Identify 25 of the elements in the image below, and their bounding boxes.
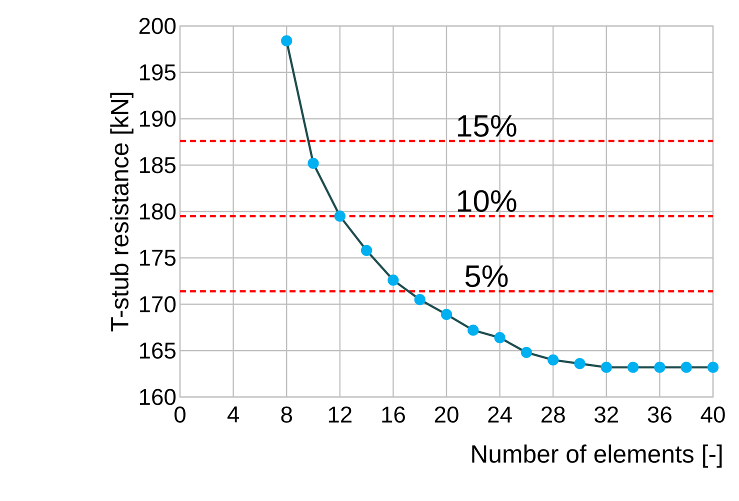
- x-tick-label: 4: [227, 406, 240, 422]
- y-tick-label: 200: [139, 18, 176, 34]
- y-axis-title: T-stub resistance [kN]: [110, 92, 134, 332]
- x-tick-label: 8: [281, 406, 292, 423]
- y-tick-label: 170: [140, 296, 176, 312]
- x-tick-label: 40: [700, 406, 725, 423]
- x-tick-label: 36: [648, 406, 672, 423]
- y-tick-label: 175: [140, 250, 176, 266]
- y-tick-label: 190: [140, 110, 176, 127]
- y-tick-label: 195: [140, 64, 176, 80]
- annotation: 10%: [458, 190, 516, 212]
- x-tick-label: 24: [488, 406, 512, 423]
- annotation: 5%: [465, 265, 508, 288]
- y-tick-label: 185: [140, 157, 176, 174]
- x-tick-label: 32: [594, 406, 618, 423]
- y-tick-label: 165: [140, 342, 176, 359]
- y-tick-label: 180: [140, 203, 176, 220]
- x-tick-label: 16: [382, 406, 405, 423]
- x-tick-label: 20: [434, 406, 458, 423]
- x-tick-label: 28: [542, 406, 565, 423]
- y-tick-label: 160: [140, 388, 176, 406]
- x-tick-label: 12: [328, 406, 352, 423]
- x-axis-title: Number of elements [-]: [472, 444, 722, 468]
- x-tick-label: 0: [174, 406, 186, 423]
- annotation: 15%: [458, 115, 516, 137]
